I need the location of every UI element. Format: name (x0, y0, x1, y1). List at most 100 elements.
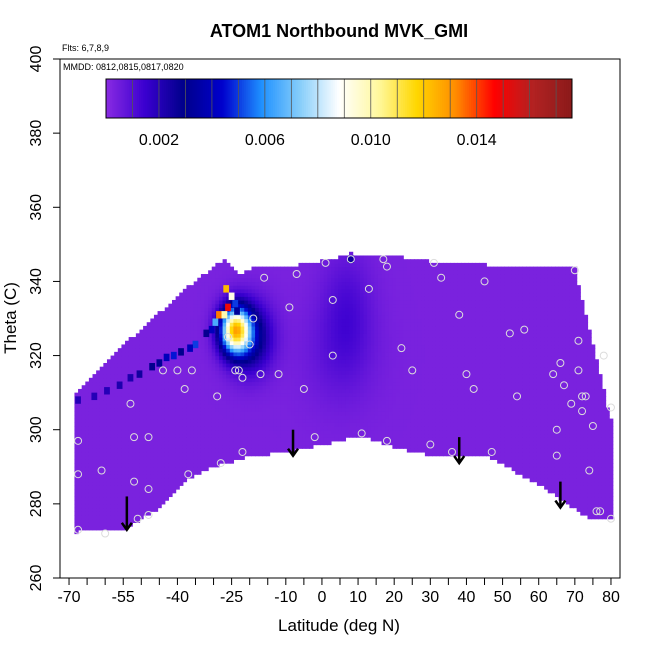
heatmap-cell (237, 422, 242, 427)
heatmap-cell (341, 318, 347, 323)
heatmap-cell (222, 340, 227, 346)
heatmap-cell (309, 388, 314, 394)
heatmap-cell (193, 292, 198, 297)
heatmap-cell (367, 285, 372, 290)
heatmap-cell (143, 459, 148, 464)
heatmap-cell (85, 514, 90, 520)
heatmap-cell (406, 322, 412, 327)
heatmap-cell (182, 374, 188, 379)
heatmap-cell (359, 266, 365, 271)
heatmap-cell (276, 311, 281, 316)
heatmap-cell (186, 426, 191, 431)
heatmap-cell (240, 337, 245, 342)
heatmap-cell (222, 455, 227, 460)
heatmap-cell (424, 333, 430, 338)
heatmap-cell (381, 426, 386, 431)
heatmap-cell (276, 274, 281, 279)
heatmap-cell (150, 474, 155, 479)
heatmap-cell (330, 418, 336, 423)
heatmap-cell (377, 400, 383, 405)
heatmap-cell (377, 433, 383, 438)
heatmap-cell (114, 400, 119, 405)
heatmap-cell (117, 503, 123, 509)
heatmap-cell (172, 466, 177, 472)
heatmap-cell (280, 374, 285, 379)
heatmap-cell (229, 437, 235, 442)
heatmap-cell (204, 407, 209, 412)
heatmap-cell (424, 426, 430, 431)
heatmap-cell (153, 333, 159, 338)
heatmap-cell (377, 270, 383, 275)
heatmap-cell (291, 348, 296, 353)
heatmap-cell (287, 292, 292, 297)
heatmap-cell (186, 470, 191, 475)
heatmap-cell (244, 381, 249, 386)
heatmap-cell (327, 337, 332, 342)
heatmap-cell (432, 377, 437, 383)
heatmap-cell (153, 351, 159, 357)
heatmap-cell (204, 451, 209, 457)
heatmap-cell (374, 333, 379, 338)
heatmap-cell (312, 422, 318, 427)
heatmap-cell (349, 377, 354, 383)
heatmap-cell (352, 296, 357, 301)
heatmap-cell (392, 403, 397, 409)
heatmap-cell (215, 426, 220, 431)
heatmap-cell (233, 285, 238, 290)
heatmap-cell (125, 481, 130, 486)
heatmap-cell (125, 455, 130, 460)
heatmap-cell (208, 407, 213, 412)
heatmap-cell (399, 359, 404, 364)
heatmap-cell (215, 348, 220, 353)
heatmap-cell (81, 440, 86, 446)
heatmap-cell (287, 418, 292, 423)
heatmap-cell (385, 333, 390, 338)
heatmap-cell (211, 418, 216, 423)
heatmap-cell (392, 266, 397, 271)
heatmap-cell (175, 392, 180, 397)
heatmap-cell (197, 322, 202, 327)
heatmap-cell (421, 374, 426, 379)
heatmap-cell (193, 348, 198, 353)
heatmap-cell (399, 366, 404, 371)
heatmap-cell (359, 329, 365, 334)
heatmap-cell (244, 437, 249, 442)
heatmap-cell (327, 325, 332, 331)
heatmap-cell (88, 426, 94, 431)
heatmap-cell (218, 359, 224, 364)
heatmap-cell (85, 496, 90, 501)
heatmap-cell (125, 366, 130, 371)
heatmap-cell (121, 496, 126, 501)
heatmap-cell (363, 266, 368, 271)
heatmap-cell (323, 440, 328, 446)
heatmap-cell (323, 318, 328, 323)
heatmap-cell (240, 359, 245, 364)
heatmap-cell (92, 507, 97, 512)
heatmap-cell (269, 299, 274, 305)
heatmap-cell (229, 459, 235, 464)
heatmap-cell (99, 374, 104, 379)
heatmap-cell (179, 418, 184, 423)
heatmap-cell (161, 433, 166, 438)
heatmap-cell (143, 377, 148, 383)
heatmap-cell (265, 355, 271, 360)
heatmap-cell (103, 489, 108, 494)
heatmap-cell (291, 329, 296, 334)
heatmap-cell (352, 348, 357, 353)
heatmap-cell (334, 318, 339, 323)
heatmap-cell (247, 366, 253, 371)
heatmap-cell (150, 477, 155, 483)
heatmap-cell (146, 474, 151, 479)
heatmap-cell (143, 407, 148, 412)
heatmap-cell (88, 492, 94, 498)
heatmap-cell (204, 325, 209, 331)
heatmap-cell (117, 440, 123, 446)
heatmap-cell (363, 311, 368, 316)
heatmap-cell (302, 414, 307, 420)
heatmap-cell (121, 481, 126, 486)
heatmap-cell (377, 366, 383, 371)
heatmap-cell (186, 307, 191, 312)
heatmap-cell (251, 451, 256, 457)
heatmap-cell (284, 318, 289, 323)
heatmap-cell (356, 370, 361, 375)
